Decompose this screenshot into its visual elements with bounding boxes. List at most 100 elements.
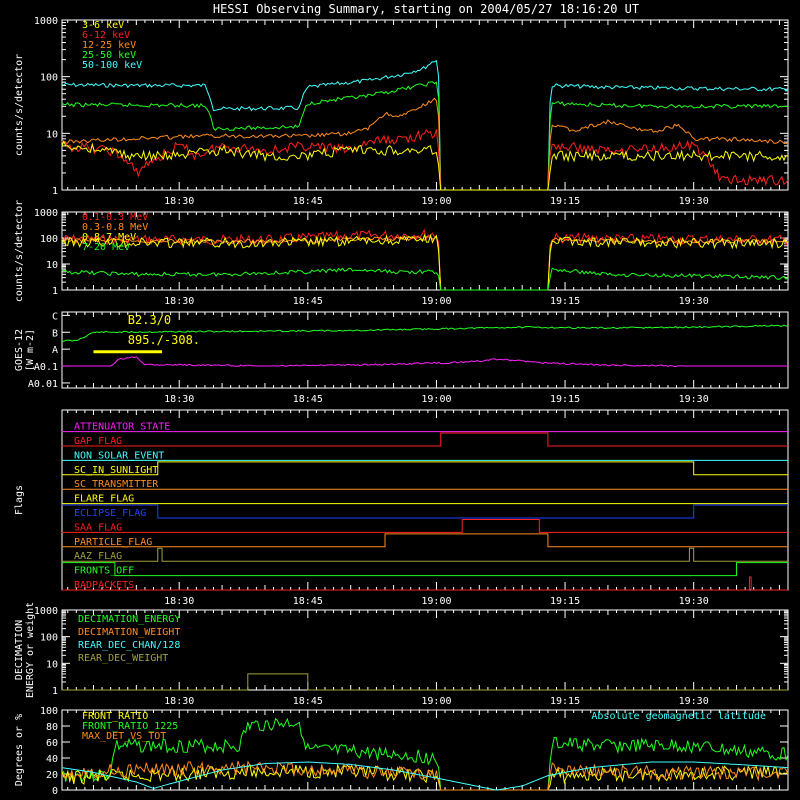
flag-label-7: SAA_FLAG	[74, 522, 122, 533]
decimation-xtick-label: 19:00	[421, 696, 451, 707]
goes-ylabel: GOES-12	[14, 329, 25, 371]
decimation-ytick-label: 1000	[34, 606, 58, 617]
flags-frame	[61, 409, 789, 591]
flags-ylabel: Flags	[14, 485, 25, 515]
ratios-legend-latitude: Absolute geomagnetic latitude	[591, 711, 766, 722]
panel-rear: 18:3018:4519:0019:1519:3019:45counts/s/d…	[14, 200, 789, 307]
rear-legend-0: 0.1-0.3 MeV	[82, 212, 148, 223]
lightcurves-series-3-6 keV	[61, 140, 789, 191]
flag-trace-11	[61, 576, 788, 591]
decimation-ytick-label: 1	[52, 686, 58, 697]
figure-title: HESSI Observing Summary, starting on 200…	[213, 2, 639, 16]
ratios-ytick-label: 100	[40, 706, 58, 717]
lightcurves-xtick-label: 19:30	[679, 196, 709, 207]
rear-legend-2: 0.8-7 MeV	[82, 232, 136, 243]
ratios-frame	[61, 709, 789, 791]
flag-trace-10	[61, 562, 788, 577]
flag-label-6: ECLIPSE_FLAG	[74, 508, 146, 519]
lightcurves-legend-1: 6-12 keV	[82, 30, 130, 41]
goes-xtick-label: 19:00	[421, 394, 451, 405]
ratios-series-MAX_DET_VS_TOT	[61, 760, 789, 791]
ratios-series-FRONT_RATIO_1225	[61, 717, 789, 791]
lightcurves-ytick-label: 10	[46, 129, 58, 140]
flags-xtick-label: 18:30	[164, 596, 194, 607]
flag-label-9: AAZ_FLAG	[74, 551, 122, 562]
rear-series-7-20 MeV	[61, 267, 789, 291]
goes-ytick-label: A0.01	[28, 379, 58, 390]
goes-annotation-class: B2.3/0	[128, 313, 171, 327]
lightcurves-series-25-50 keV	[61, 81, 789, 191]
flag-label-4: SC_TRANSMITTER	[74, 479, 159, 490]
goes-annotation-position: 895./-308.	[128, 333, 200, 347]
rear-xtick-label: 18:30	[164, 296, 194, 307]
ratios-ylabel: Degrees or %	[14, 714, 25, 786]
rear-xtick-label: 19:00	[421, 296, 451, 307]
flag-trace-3	[61, 461, 788, 476]
decimation-legend-2: REAR_DEC_CHAN/128	[78, 640, 180, 651]
ratios-ytick-label: 40	[46, 754, 58, 765]
decimation-legend-1: DECIMATION_WEIGHT	[78, 627, 180, 638]
flag-label-5: FLARE_FLAG	[74, 494, 134, 505]
ratios-legend-2: MAX_DET_VS_TOT	[82, 731, 166, 742]
goes-ylabel2: [W m-2]	[25, 329, 36, 371]
flag-label-11: BADPACKETS	[74, 580, 134, 591]
panel-ratios: Degrees or % 0 20 40 60 80 100 FRONT_RATIOFRONT…	[14, 706, 789, 797]
decimation-xtick-label: 19:15	[550, 696, 580, 707]
rear-ylabel: counts/s/detector	[14, 200, 25, 302]
panels: 18:3018:4519:0019:1519:3019:45counts/s/d…	[14, 16, 789, 797]
decimation-legend-0: DECIMATION_ENERGY	[78, 614, 180, 625]
flag-label-1: GAP_FLAG	[74, 436, 122, 447]
rear-ytick-label: 100	[40, 234, 58, 245]
rear-xtick-label: 18:45	[293, 296, 323, 307]
rear-xtick-label: 19:15	[550, 296, 580, 307]
flags-xtick-label: 19:30	[679, 596, 709, 607]
flag-label-2: NON_SOLAR_EVENT	[74, 450, 164, 461]
lightcurves-xtick-label: 19:15	[550, 196, 580, 207]
rear-ytick-label: 1	[52, 286, 58, 297]
decimation-series-REAR_DEC_WEIGHT	[61, 673, 788, 691]
decimation-xtick-label: 18:30	[164, 696, 194, 707]
lightcurves-xtick-label: 18:30	[164, 196, 194, 207]
goes-xtick-label: 18:45	[293, 394, 323, 405]
ratios-ytick-label: 20	[46, 770, 58, 781]
decimation-legend-3: REAR_DEC_WEIGHT	[78, 653, 168, 664]
flag-label-0: ATTENUATOR_STATE	[74, 422, 170, 433]
rear-ytick-label: 1000	[34, 208, 58, 219]
ratios-ytick-label: 80	[46, 722, 58, 733]
lightcurves-xtick-label: 19:00	[421, 196, 451, 207]
flags-xtick-label: 19:00	[421, 596, 451, 607]
goes-frame	[61, 311, 789, 389]
goes-xtick-label: 18:30	[164, 394, 194, 405]
lightcurves-ytick-label: 1000	[34, 16, 58, 27]
decimation-xtick-label: 19:30	[679, 696, 709, 707]
lightcurves-ylabel: counts/s/detector	[14, 54, 25, 156]
lightcurves-ytick-label: 100	[40, 73, 58, 84]
rear-frame	[61, 211, 789, 291]
rear-series-0.3-0.8 MeV	[61, 236, 789, 291]
decimation-ytick-label: 10	[46, 659, 58, 670]
flag-trace-1	[61, 432, 788, 447]
rear-ytick-label: 10	[46, 260, 58, 271]
ratios-legend-0: FRONT_RATIO	[82, 711, 148, 722]
flags-xtick-label: 19:15	[550, 596, 580, 607]
ratios-ytick-label: 60	[46, 738, 58, 749]
ratios-legend-1: FRONT_RATIO_1225	[82, 721, 178, 732]
lightcurves-legend-3: 25-50 keV	[82, 50, 136, 61]
goes-xtick-label: 19:30	[679, 394, 709, 405]
flag-trace-6	[61, 504, 788, 519]
ratios-ytick-label: 0	[52, 786, 58, 797]
goes-series-short	[61, 356, 788, 368]
lightcurves-series-6-12 keV	[61, 129, 789, 191]
ratios-series-Absolute geomagnetic latitude	[61, 761, 789, 791]
rear-legend-1: 0.3-0.8 MeV	[82, 222, 148, 233]
panel-lightcurves: 18:3018:4519:0019:1519:3019:45counts/s/d…	[14, 16, 789, 207]
flags-xtick-label: 18:45	[293, 596, 323, 607]
lightcurves-legend-4: 50-100 keV	[82, 60, 142, 71]
decimation-ylabel2: ENERGY or weight	[25, 602, 36, 698]
rear-xtick-label: 19:30	[679, 296, 709, 307]
goes-series-long	[61, 324, 789, 342]
goes-ytick-label: B	[52, 328, 58, 339]
decimation-ytick-label: 100	[40, 633, 58, 644]
lightcurves-legend-2: 12-25 keV	[82, 40, 136, 51]
